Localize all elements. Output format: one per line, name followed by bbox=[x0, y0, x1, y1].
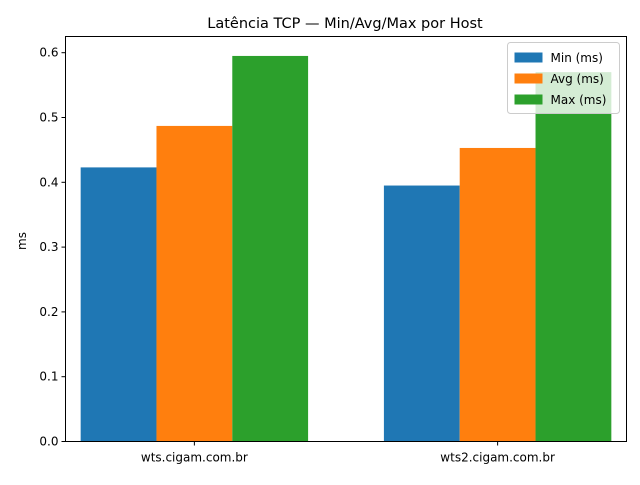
legend-label: Min (ms) bbox=[551, 51, 603, 65]
bar-0-0 bbox=[80, 167, 157, 442]
bar-1-0 bbox=[156, 125, 233, 442]
y-tick-label: 0.3 bbox=[39, 240, 58, 254]
bar-group bbox=[80, 55, 612, 442]
y-tick-label: 0.6 bbox=[39, 46, 58, 60]
legend-swatch bbox=[514, 73, 543, 84]
legend-label: Avg (ms) bbox=[551, 72, 604, 86]
x-tick-label: wts.cigam.com.br bbox=[141, 451, 248, 465]
legend-swatch bbox=[514, 52, 543, 63]
x-tick-label: wts2.cigam.com.br bbox=[440, 451, 555, 465]
plot-frame bbox=[65, 36, 627, 442]
bar-2-1 bbox=[535, 72, 612, 442]
y-axis-label: ms bbox=[15, 232, 29, 250]
x-axis: wts.cigam.com.br wts2.cigam.com.br bbox=[141, 441, 555, 465]
bar-2-0 bbox=[232, 55, 309, 442]
y-axis: 0.0 0.1 0.2 0.3 0.4 0.5 0.6 bbox=[39, 46, 66, 449]
chart-title: Latência TCP — Min/Avg/Max por Host bbox=[207, 16, 483, 32]
bar-1-1 bbox=[459, 147, 536, 442]
y-tick-label: 0.5 bbox=[39, 111, 58, 125]
y-tick-label: 0.1 bbox=[39, 370, 58, 384]
legend: Min (ms) Avg (ms) Max (ms) bbox=[507, 42, 620, 114]
y-tick-label: 0.0 bbox=[39, 435, 58, 449]
legend-swatch bbox=[514, 94, 543, 105]
y-tick-label: 0.2 bbox=[39, 305, 58, 319]
legend-label: Max (ms) bbox=[551, 93, 607, 107]
bar-0-1 bbox=[383, 185, 460, 442]
y-tick-label: 0.4 bbox=[39, 175, 58, 189]
